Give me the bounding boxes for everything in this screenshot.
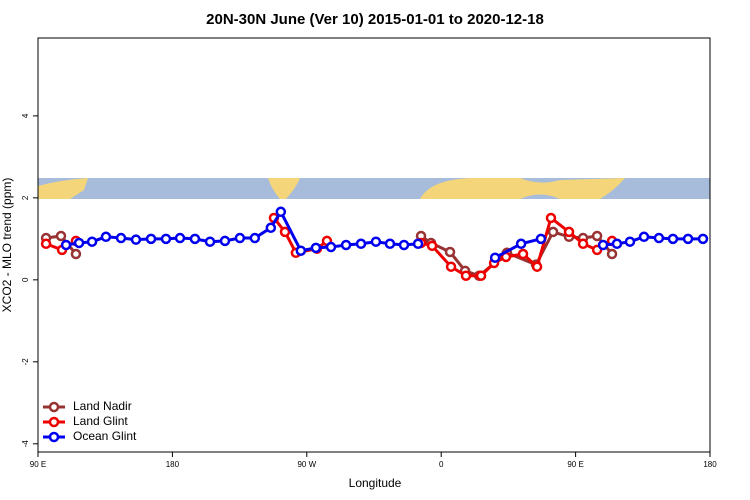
point — [55, 230, 67, 242]
point — [515, 238, 527, 250]
point — [86, 236, 98, 247]
point — [445, 261, 457, 272]
chart-title: 20N-30N June (Ver 10) 2015-01-01 to 2020… — [206, 11, 544, 28]
x-axis-label: Longitude — [349, 476, 402, 490]
point — [517, 248, 529, 260]
point — [653, 232, 665, 244]
point — [310, 242, 322, 254]
x-tick-label: 90 W — [297, 460, 316, 469]
y-axis-label: XCO2 - MLO trend (ppm) — [0, 178, 14, 313]
point — [60, 239, 72, 251]
y-tick-label: 2 — [21, 195, 30, 200]
point — [577, 238, 589, 250]
y-tick-label: 0 — [21, 277, 30, 282]
point — [398, 239, 410, 251]
point — [444, 246, 456, 258]
map-strip — [38, 178, 710, 199]
point — [160, 233, 172, 245]
legend-marker — [48, 431, 60, 443]
point — [611, 238, 623, 250]
point — [489, 252, 501, 263]
point — [40, 238, 52, 250]
point — [355, 238, 367, 250]
point — [535, 233, 547, 245]
point — [70, 248, 82, 260]
point — [475, 270, 487, 281]
point — [426, 240, 438, 252]
point — [547, 226, 559, 238]
y-tick-label: -2 — [21, 358, 30, 366]
point — [460, 270, 472, 281]
point — [412, 238, 424, 250]
point — [115, 232, 127, 244]
point — [249, 232, 261, 244]
point — [275, 206, 287, 218]
point — [234, 232, 246, 244]
point — [597, 239, 609, 251]
y-tick-label: -4 — [21, 440, 30, 448]
plot-frame — [37, 37, 711, 453]
x-tick-label: 0 — [439, 460, 444, 469]
point — [325, 241, 337, 253]
x-tick-label: 180 — [703, 460, 717, 469]
point — [667, 233, 679, 245]
point — [279, 226, 291, 238]
point — [531, 261, 543, 272]
x-tick-label: 90 E — [567, 460, 583, 469]
point — [591, 230, 603, 242]
point — [624, 236, 636, 247]
point — [295, 245, 307, 256]
legend-label: Land Glint — [73, 414, 128, 428]
point — [370, 236, 382, 247]
point — [174, 232, 186, 244]
point — [384, 238, 396, 250]
point — [682, 233, 694, 245]
point — [130, 234, 142, 245]
legend-marker — [48, 416, 60, 428]
x-tick-label: 180 — [166, 460, 180, 469]
point — [638, 231, 650, 243]
point — [204, 236, 216, 247]
point — [545, 212, 557, 224]
point — [563, 226, 575, 238]
point — [606, 248, 618, 260]
point — [145, 233, 157, 245]
point — [100, 231, 112, 243]
legend-label: Land Nadir — [73, 399, 132, 413]
y-tick-label: 4 — [21, 113, 30, 118]
point — [189, 233, 201, 245]
legend-marker — [48, 401, 60, 413]
point — [73, 237, 85, 249]
legend-label: Ocean Glint — [73, 429, 137, 443]
point — [265, 222, 277, 234]
x-tick-label: 90 E — [30, 460, 46, 469]
point — [340, 239, 352, 251]
point — [219, 235, 231, 247]
point — [697, 233, 709, 245]
